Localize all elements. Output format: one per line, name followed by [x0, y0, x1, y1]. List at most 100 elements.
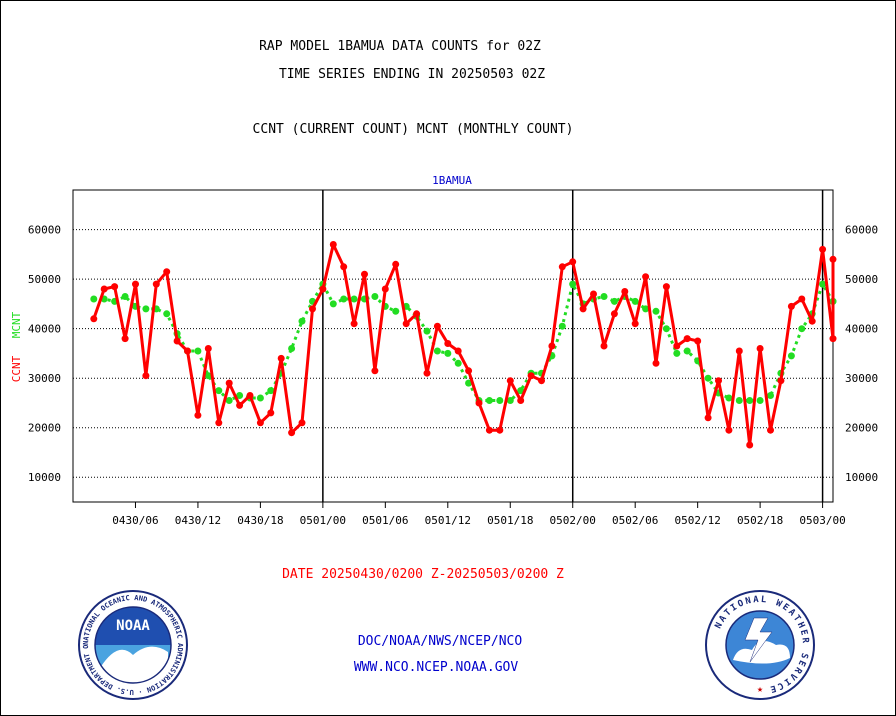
data-point-ccnt	[392, 260, 400, 268]
nws-logo: NATIONAL WEATHER SERVICE ★	[705, 590, 815, 700]
data-point-ccnt	[485, 426, 493, 434]
data-point-ccnt	[100, 285, 108, 293]
data-point-mcnt	[569, 280, 577, 288]
data-point-mcnt	[340, 295, 348, 303]
data-point-mcnt	[683, 347, 691, 355]
chart-title-line1: RAP MODEL 1BAMUA DATA COUNTS for 02Z	[259, 39, 541, 54]
data-point-ccnt	[184, 347, 191, 355]
data-point-ccnt	[444, 340, 452, 347]
data-point-ccnt	[236, 401, 244, 409]
data-point-mcnt	[392, 307, 400, 315]
y-tick-label-left: 10000	[28, 471, 61, 484]
data-point-ccnt	[548, 342, 556, 350]
data-point-ccnt	[683, 335, 691, 343]
data-point-ccnt	[371, 367, 379, 375]
data-point-ccnt	[340, 263, 348, 271]
data-point-ccnt	[288, 429, 296, 437]
day-boundary-lines	[322, 190, 824, 502]
data-point-mcnt	[725, 394, 733, 402]
data-point-ccnt	[350, 320, 358, 328]
data-point-mcnt	[298, 317, 306, 325]
data-point-ccnt	[121, 335, 129, 343]
chart-subtitle: CCNT (CURRENT COUNT) MCNT (MONTHLY COUNT…	[253, 122, 574, 137]
plot-frame	[72, 189, 834, 503]
data-point-ccnt	[506, 377, 514, 385]
y-axis-label: CCNT MCNT	[10, 311, 23, 382]
x-tick-label: 0502/12	[674, 514, 720, 527]
data-point-ccnt	[829, 255, 837, 263]
data-point-mcnt	[225, 397, 233, 404]
data-point-ccnt	[673, 342, 681, 350]
x-tick-label: 0501/18	[487, 514, 533, 527]
data-point-mcnt	[142, 305, 150, 313]
x-tick-label: 0430/18	[237, 514, 283, 527]
data-point-ccnt	[808, 317, 816, 325]
data-point-ccnt	[579, 305, 587, 313]
data-point-mcnt	[433, 347, 441, 355]
y-tick-label-left: 60000	[28, 224, 61, 237]
data-point-ccnt	[756, 345, 764, 352]
data-point-ccnt	[829, 335, 837, 343]
data-point-mcnt	[267, 387, 275, 395]
x-axis: 0430/06 0430/12 0430/18 0501/00 0501/06 0501/…	[112, 502, 846, 527]
data-point-mcnt	[704, 374, 712, 382]
data-point-ccnt	[600, 342, 608, 350]
data-point-mcnt	[558, 322, 566, 330]
org-path-link[interactable]: DOC/NOAA/NWS/NCEP/NCO	[358, 634, 523, 649]
data-point-ccnt	[267, 409, 275, 417]
data-point-ccnt	[590, 290, 597, 298]
x-tick-label: 0503/00	[799, 514, 845, 527]
y-tick-label-right: 40000	[845, 323, 878, 336]
data-point-ccnt	[142, 372, 150, 380]
data-point-ccnt	[798, 295, 806, 303]
x-tick-label: 0502/18	[737, 514, 783, 527]
data-point-ccnt	[319, 285, 327, 293]
data-point-mcnt	[673, 349, 681, 357]
data-point-mcnt	[90, 295, 98, 303]
data-point-ccnt	[715, 377, 722, 385]
data-point-mcnt	[610, 297, 618, 305]
data-point-mcnt	[236, 392, 244, 399]
data-point-ccnt	[538, 377, 545, 385]
x-tick-label: 0501/06	[362, 514, 408, 527]
data-point-ccnt	[309, 305, 316, 313]
data-point-ccnt	[621, 288, 629, 295]
data-point-mcnt	[642, 305, 650, 313]
x-tick-label: 0502/06	[612, 514, 658, 527]
data-point-ccnt	[298, 419, 306, 427]
data-point-ccnt	[517, 397, 525, 404]
data-point-mcnt	[756, 397, 764, 404]
nco-url-link[interactable]: WWW.NCO.NCEP.NOAA.GOV	[354, 660, 519, 675]
data-point-mcnt	[256, 394, 264, 402]
data-point-ccnt	[725, 426, 733, 434]
data-point-ccnt	[642, 273, 650, 281]
data-point-mcnt	[787, 352, 795, 360]
y-tick-label-left: 50000	[28, 273, 61, 286]
data-point-mcnt	[371, 293, 379, 300]
data-point-ccnt	[694, 337, 702, 345]
data-point-ccnt	[256, 419, 264, 427]
data-point-mcnt	[121, 293, 129, 300]
data-point-ccnt	[662, 283, 670, 291]
data-point-ccnt	[381, 285, 389, 293]
x-tick-label: 0501/00	[300, 514, 346, 527]
data-point-mcnt	[798, 325, 806, 333]
data-point-mcnt	[662, 325, 670, 333]
data-point-mcnt	[288, 345, 296, 352]
data-point-ccnt	[777, 377, 785, 385]
data-point-ccnt	[746, 441, 754, 449]
data-point-ccnt	[735, 347, 743, 355]
data-point-mcnt	[517, 387, 525, 395]
data-point-mcnt	[746, 397, 754, 404]
data-point-ccnt	[111, 283, 119, 291]
noaa-bird-icon	[100, 646, 168, 683]
data-point-mcnt	[631, 297, 639, 305]
data-point-mcnt	[735, 397, 743, 404]
nws-cloud-icon	[733, 641, 790, 664]
data-point-ccnt	[215, 419, 223, 427]
y-tick-label-left: 20000	[28, 422, 61, 435]
data-point-ccnt	[163, 268, 171, 276]
y-axis-right: 10000 20000 30000 40000 50000 60000	[845, 224, 878, 485]
gridlines	[73, 229, 833, 478]
